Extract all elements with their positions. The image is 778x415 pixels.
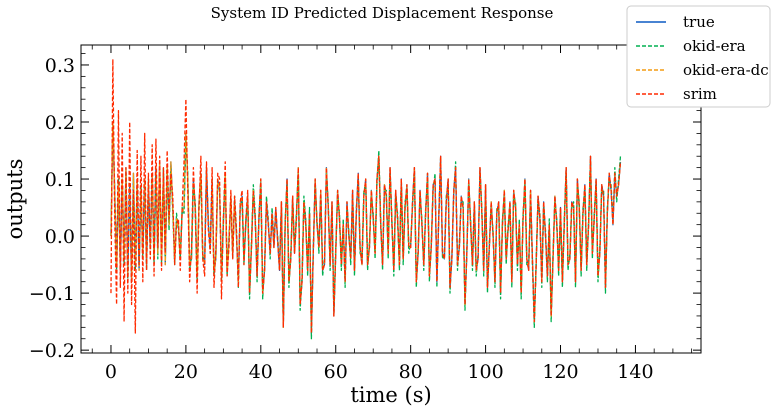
series-line-okid-era-dc <box>110 121 622 334</box>
x-axis-label: time (s) <box>350 383 431 407</box>
chart-title: System ID Predicted Displacement Respons… <box>211 4 554 22</box>
x-tick-label: 60 <box>324 361 348 383</box>
y-tick-label: 0.3 <box>45 55 75 77</box>
x-tick-label: 140 <box>617 361 653 383</box>
tick-layer: 0 20 40 60 80 100 120 140 −0.2 −0.1 0.0 0.1 0.2 0.3 <box>29 45 701 383</box>
y-tick-label: −0.1 <box>29 283 75 305</box>
y-tick-label: 0.2 <box>45 112 75 134</box>
x-tick-label: 120 <box>542 361 578 383</box>
legend-box <box>626 5 771 108</box>
y-tick-label: −0.2 <box>29 340 75 362</box>
x-tick-label: 100 <box>467 361 503 383</box>
series-line-srim <box>110 58 622 334</box>
legend-label-true: true <box>683 13 715 31</box>
y-tick-label: 0.1 <box>45 169 75 191</box>
x-tick-label: 20 <box>174 361 198 383</box>
plot-area: 0 20 40 60 80 100 120 140 −0.2 −0.1 0.0 0.1 0.2 0.3 <box>29 44 702 383</box>
legend: true okid-era okid-era-dc srim <box>626 5 771 108</box>
y-tick-label: 0.0 <box>45 226 75 248</box>
legend-label-okid-era: okid-era <box>683 37 746 55</box>
x-tick-label: 40 <box>249 361 273 383</box>
y-axis-label: outputs <box>3 159 27 240</box>
x-tick-label: 80 <box>399 361 423 383</box>
legend-label-srim: srim <box>683 85 717 103</box>
legend-label-okid-era-dc: okid-era-dc <box>683 61 769 79</box>
legend-entries: true okid-era okid-era-dc srim <box>636 13 769 103</box>
plot-frame <box>80 44 702 354</box>
series-layer <box>110 58 622 340</box>
series-line-true <box>110 121 622 334</box>
x-tick-label: 0 <box>105 361 117 383</box>
